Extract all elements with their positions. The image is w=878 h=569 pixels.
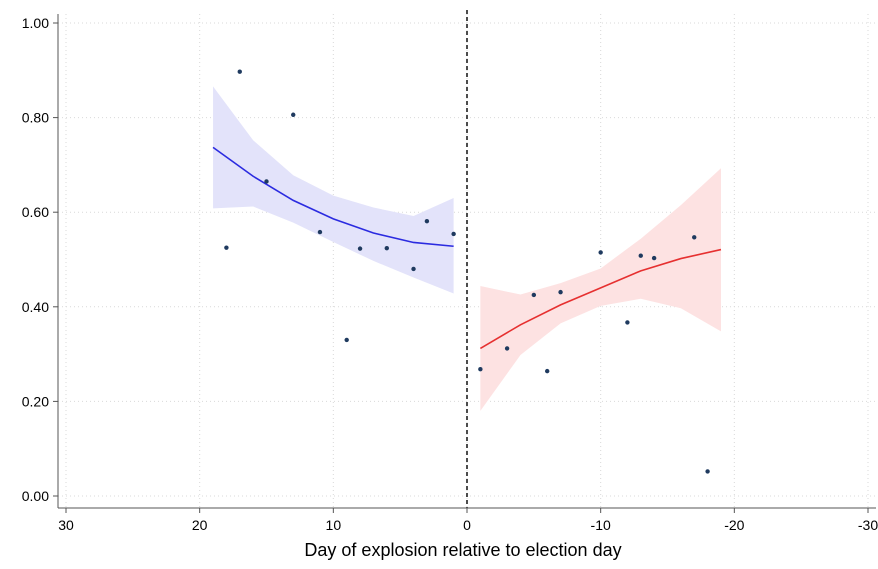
y-tick-label: 1.00 (22, 15, 49, 31)
x-axis-title: Day of explosion relative to election da… (304, 540, 621, 560)
data-point (317, 229, 323, 235)
data-point (224, 245, 229, 250)
x-tick-label: 10 (326, 517, 342, 533)
data-point (638, 253, 643, 258)
data-point (357, 246, 363, 251)
y-tick-label: 0.80 (22, 110, 49, 126)
data-point (478, 367, 483, 372)
x-tick-label: -30 (858, 517, 878, 533)
data-point (504, 346, 510, 351)
data-point (651, 255, 657, 261)
data-point (264, 179, 269, 184)
x-tick-label: 20 (192, 517, 208, 533)
x-tick-label: -20 (724, 517, 744, 533)
fit-line (479, 248, 722, 350)
data-point (451, 231, 456, 237)
data-point (545, 368, 550, 374)
data-point (531, 292, 537, 298)
x-tick-label: 0 (463, 517, 471, 533)
scatter-points (224, 69, 710, 474)
data-point (625, 320, 630, 325)
data-point (705, 469, 710, 474)
data-point (598, 250, 603, 255)
y-tick-label: 0.40 (22, 299, 49, 315)
y-tick-label: 0.20 (22, 393, 49, 409)
x-tick-label: -10 (591, 517, 611, 533)
x-tick-label: 30 (58, 517, 74, 533)
data-point (344, 337, 349, 343)
data-point (237, 69, 242, 74)
data-point (558, 289, 563, 295)
confidence-bands (213, 86, 721, 411)
confidence-band (480, 168, 721, 411)
axes: 0.00 0.20 0.40 0.60 0.80 1.00 30 20 10 0 -10 -20 -30 (22, 14, 878, 533)
data-point (411, 266, 416, 272)
data-point (424, 218, 430, 224)
y-tick-label: 0.60 (22, 204, 49, 220)
data-point (692, 235, 697, 240)
y-tick-label: 0.00 (22, 488, 49, 504)
data-point (384, 245, 389, 251)
fit-line (212, 146, 454, 248)
confidence-band (213, 86, 454, 294)
data-point (291, 112, 296, 117)
fit-lines (212, 146, 722, 350)
